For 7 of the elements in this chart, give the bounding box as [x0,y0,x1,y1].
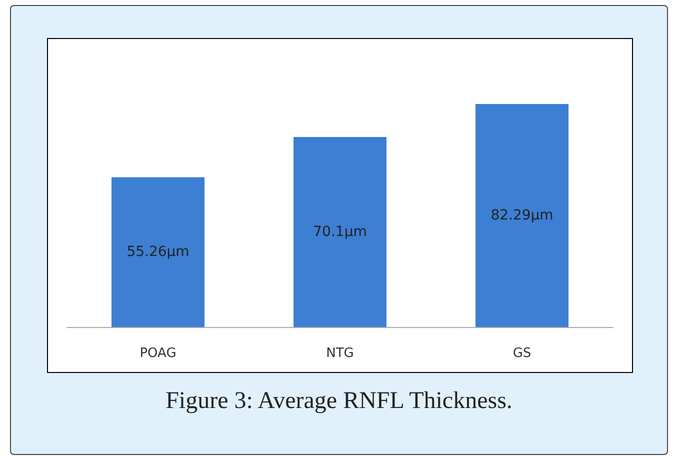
data-label: 55.26µm [126,244,190,260]
x-tick-label: GS [512,346,532,361]
data-label: 70.1µm [313,224,367,240]
data-label: 82.29µm [490,207,554,224]
x-tick-label: POAG [140,346,176,361]
x-tick-label: NTG [326,346,354,361]
caption: Figure 3: Average RNFL Thickness. [164,388,514,415]
